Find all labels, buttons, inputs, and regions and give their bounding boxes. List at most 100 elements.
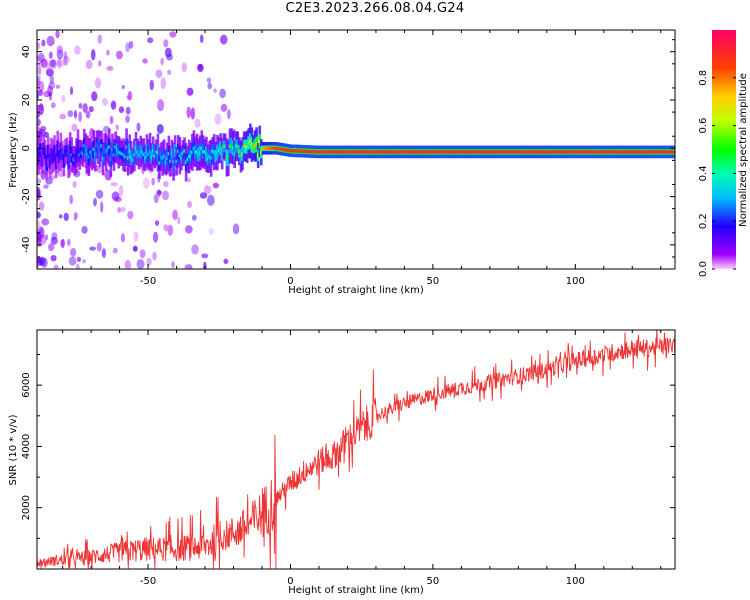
colorbar-tick-label: 0.4 [698, 165, 709, 181]
spectrogram-y-ticks: -40 -20 0 20 40 [21, 39, 675, 258]
heatmap-core-cell [451, 150, 454, 154]
heatmap-core-cell [40, 159, 44, 163]
heatmap-noise-cell [67, 110, 74, 118]
heatmap-core-cell [100, 144, 103, 148]
heatmap-core-cell [347, 150, 351, 154]
heatmap-noise-cell [61, 94, 66, 103]
heatmap-core-cell [590, 150, 594, 154]
heatmap-core-cell [286, 148, 290, 152]
heatmap-core-cell [637, 150, 641, 154]
heatmap-core-cell [520, 150, 523, 154]
heatmap-core-cell [452, 150, 456, 154]
snr-y-ticks: 2000 4000 6000 [21, 354, 675, 539]
heatmap-core-cell [635, 150, 639, 154]
heatmap-core-cell [242, 144, 246, 149]
heatmap-noise-cell [125, 115, 130, 123]
heatmap-noise-cell [102, 98, 108, 106]
heatmap-core-cell [661, 150, 664, 154]
heatmap-core-cell [308, 149, 312, 154]
heatmap-noise-cell [37, 261, 40, 269]
heatmap-noise-cell [40, 125, 47, 132]
heatmap-core-cell [541, 150, 545, 154]
heatmap-core-cell [438, 150, 442, 154]
heatmap-core-cell [86, 152, 89, 157]
heatmap-core-cell [515, 150, 518, 154]
heatmap-core-cell [72, 157, 75, 162]
heatmap-noise-cell [78, 111, 82, 123]
heatmap-core-cell [603, 150, 606, 154]
heatmap-noise-cell [96, 166, 103, 174]
heatmap-core-cell [498, 150, 501, 154]
heatmap-core-cell [54, 159, 58, 163]
heatmap-core-cell [396, 150, 399, 154]
heatmap-noise-cell [206, 194, 215, 206]
heatmap-core-cell [592, 150, 595, 154]
heatmap-core-cell [479, 150, 482, 154]
heatmap-core-cell [588, 150, 592, 154]
heatmap-noise-cell [181, 62, 187, 73]
heatmap-core-cell [523, 150, 526, 154]
colorbar-tick-label: 0.2 [698, 213, 709, 229]
heatmap-core-cell [283, 148, 287, 152]
heatmap-core-cell [111, 147, 114, 152]
heatmap-core-cell [274, 146, 277, 150]
heatmap-core-cell [197, 152, 200, 157]
heatmap-core-cell [198, 151, 202, 155]
heatmap-core-cell [634, 150, 638, 154]
heatmap-core-cell [294, 149, 298, 153]
heatmap-core-cell [202, 149, 205, 154]
heatmap-core-cell [211, 149, 215, 153]
heatmap-core-cell [186, 157, 189, 162]
heatmap-core-cell [491, 150, 495, 154]
heatmap-core-cell [300, 149, 304, 153]
heatmap-noise-cell [55, 84, 60, 89]
heatmap-core-cell [92, 147, 95, 151]
heatmap-core-cell [350, 150, 354, 154]
heatmap-core-cell [87, 155, 91, 159]
heatmap-noise-cell [227, 108, 231, 120]
heatmap-core-cell [488, 150, 492, 154]
heatmap-core-cell [142, 152, 146, 156]
heatmap-core-cell [540, 150, 544, 154]
x-tick-label: 0 [287, 576, 293, 587]
heatmap-core-cell [93, 152, 97, 156]
heatmap-core-cell [581, 150, 584, 154]
heatmap-core-cell [421, 150, 424, 154]
spectrogram-panel: -50 0 50 100 -40 -20 0 20 40 Height of straight… [8, 29, 676, 296]
heatmap-core-cell [70, 152, 74, 157]
heatmap-noise-cell [37, 56, 42, 61]
heatmap-noise-cell [194, 118, 201, 128]
heatmap-noise-cell [73, 212, 78, 219]
heatmap-core-cell [360, 150, 363, 154]
heatmap-core-cell [61, 152, 64, 156]
heatmap-core-cell [623, 150, 627, 154]
heatmap-noise-cell [220, 103, 228, 112]
heatmap-core-cell [173, 148, 177, 153]
heatmap-noise-cell [82, 259, 86, 264]
colorbar-label: Normalized spectral amplitude [738, 73, 749, 227]
heatmap-core-cell [133, 153, 136, 157]
heatmap-core-cell [424, 150, 428, 154]
heatmap-core-cell [404, 150, 407, 154]
heatmap-core-cell [114, 145, 117, 149]
heatmap-core-cell [504, 150, 507, 154]
heatmap-noise-cell [93, 197, 97, 207]
heatmap-core-cell [437, 150, 440, 154]
heatmap-noise-cell [67, 238, 71, 247]
heatmap-core-cell [596, 150, 600, 154]
heatmap-core-cell [256, 153, 260, 158]
heatmap-core-cell [621, 150, 625, 154]
heatmap-core-cell [241, 152, 244, 156]
heatmap-noise-cell [37, 118, 41, 128]
heatmap-core-cell [97, 145, 100, 149]
heatmap-core-cell [565, 150, 569, 154]
heatmap-core-cell [187, 154, 191, 159]
y-tick-label: 40 [21, 45, 32, 58]
heatmap-core-cell [648, 150, 652, 154]
heatmap-core-cell [43, 151, 47, 155]
heatmap-core-cell [573, 150, 576, 154]
heatmap-noise-cell [37, 105, 44, 113]
heatmap-noise-cell [96, 242, 102, 252]
heatmap-core-cell [314, 150, 318, 154]
heatmap-noise-cell [172, 209, 178, 221]
